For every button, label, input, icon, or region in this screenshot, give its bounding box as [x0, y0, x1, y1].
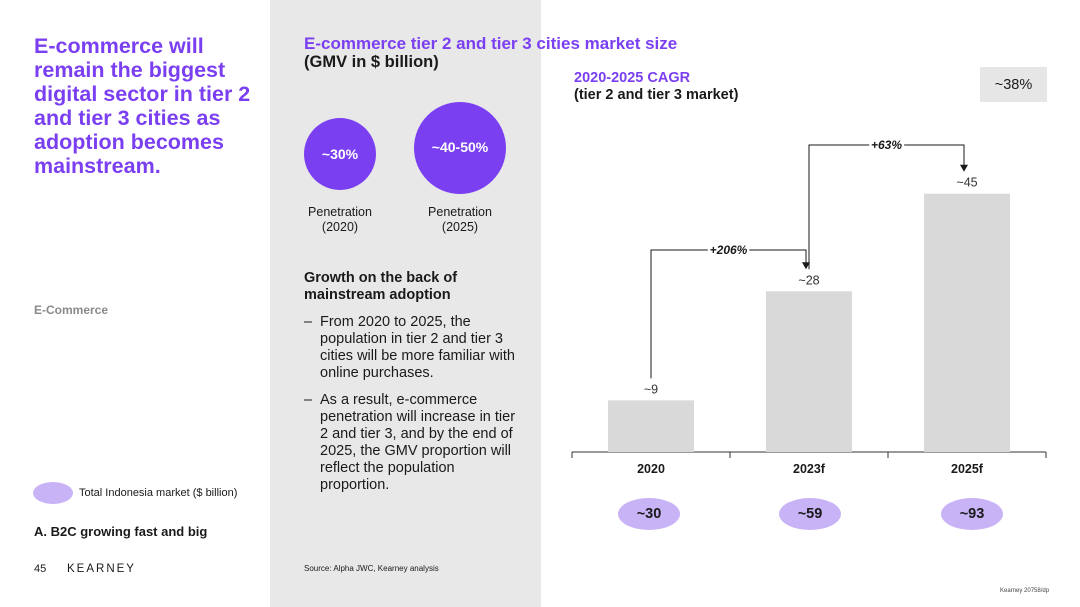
cagr-label: 2020-2025 CAGR (tier 2 and tier 3 market… [574, 70, 738, 104]
company-logo: KEARNEY [67, 563, 136, 575]
growth-label: +63% [871, 138, 902, 152]
penetration-value-2020: ~30% [321, 146, 359, 162]
x-tick-label: 2020 [637, 462, 665, 476]
bullet-text: From 2020 to 2025, the population in tie… [320, 314, 515, 381]
bar [608, 400, 694, 452]
bullet-item: – As a result, e-commerce penetration wi… [304, 392, 519, 494]
bullet-dash: – [304, 392, 313, 408]
penetration-bubble-2020: ~30% [304, 118, 376, 190]
total-market-pill: ~93 [941, 498, 1003, 530]
source-note: Source: Alpha JWC, Kearney analysis [304, 564, 439, 573]
total-market-value: ~93 [959, 506, 985, 522]
penetration-label-2020: Penetration (2020) [308, 205, 372, 234]
footer-title: A. B2C growing fast and big [34, 524, 208, 539]
cagr-value: ~38% [994, 76, 1033, 93]
x-tick-label: 2023f [793, 462, 826, 476]
left-panel [0, 0, 270, 607]
growth-arrow-head [960, 164, 968, 172]
total-market-value: ~30 [636, 506, 662, 522]
chart-subtitle: (GMV in $ billion) [304, 53, 439, 71]
penetration-label-2025: Penetration (2025) [428, 205, 492, 234]
document-reference: Kearney 20758/dp [1000, 588, 1050, 594]
penetration-bubble-2025: ~40-50% [414, 102, 506, 194]
growth-arrow-line [808, 144, 965, 270]
chart-title: E-commerce tier 2 and tier 3 cities mark… [304, 34, 678, 53]
growth-arrow-line [650, 249, 807, 379]
legend: Total Indonesia market ($ billion) [33, 482, 237, 504]
legend-text: Total Indonesia market ($ billion) [79, 487, 238, 499]
legend-swatch [33, 482, 73, 504]
bar-value-label: ~9 [644, 382, 658, 396]
cagr-label-title: 2020-2025 CAGR [574, 70, 691, 86]
cagr-label-subtitle: (tier 2 and tier 3 market) [574, 87, 739, 103]
growth-arrow-head [802, 262, 810, 270]
bar-value-label: ~28 [798, 273, 819, 287]
slide-headline: E-commerce will remain the biggest digit… [34, 34, 251, 178]
growth-heading: Growth on the back of mainstream adoptio… [304, 270, 458, 303]
bullet-item: – From 2020 to 2025, the population in t… [304, 314, 519, 382]
bar [924, 193, 1010, 452]
total-market-pill: ~59 [779, 498, 841, 530]
bullet-dash: – [304, 314, 313, 330]
x-tick-label: 2025f [951, 462, 984, 476]
bar-value-label: ~45 [956, 176, 977, 190]
bullet-text: As a result, e-commerce penetration will… [320, 392, 516, 493]
growth-label: +206% [710, 243, 748, 257]
page-number: 45 [34, 563, 47, 575]
section-label: E-Commerce [34, 303, 109, 317]
middle-panel [270, 0, 541, 607]
total-market-pill: ~30 [618, 498, 680, 530]
cagr-value-box: ~38% [980, 67, 1047, 102]
total-market-value: ~59 [797, 506, 823, 522]
penetration-value-2025: ~40-50% [431, 139, 489, 155]
bar [766, 291, 852, 452]
